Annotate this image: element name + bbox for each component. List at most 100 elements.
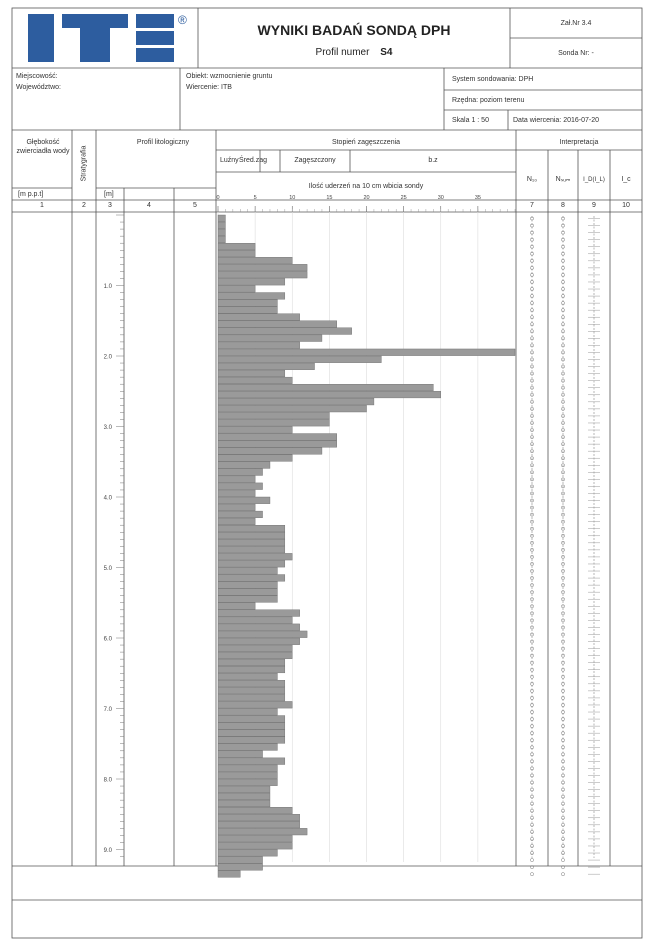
nsum-marker xyxy=(561,421,565,425)
blow-count-bar xyxy=(217,743,278,751)
blow-count-bar xyxy=(217,525,286,533)
col-num-8: 8 xyxy=(561,202,565,209)
blow-count-bar xyxy=(217,701,293,709)
col-num-3: 3 xyxy=(108,202,112,209)
nsum-marker xyxy=(561,519,565,524)
x-tick-label: 0 xyxy=(216,195,219,201)
nsum-marker xyxy=(561,463,565,468)
nsum-marker xyxy=(561,329,565,334)
nsum-marker xyxy=(561,787,565,792)
nsum-marker xyxy=(561,223,565,228)
nsum-marker xyxy=(561,336,565,341)
n10-marker xyxy=(530,590,534,595)
n10-marker xyxy=(530,548,534,552)
n10-marker xyxy=(530,399,534,404)
blow-count-bar xyxy=(217,764,278,772)
nsum-marker xyxy=(561,357,565,362)
n10-header: N₁₀ xyxy=(526,176,538,183)
n10-marker xyxy=(530,449,534,454)
nsum-marker xyxy=(561,724,565,728)
unit-m: [m] xyxy=(104,191,114,198)
blow-count-bar xyxy=(217,264,308,272)
nsum-marker xyxy=(561,801,565,806)
depth-label: 6.0 xyxy=(104,637,113,643)
blow-count-bar xyxy=(217,736,286,744)
blow-count-bar xyxy=(217,242,256,251)
n10-marker xyxy=(530,681,534,686)
n10-marker xyxy=(530,336,534,341)
n10-marker xyxy=(530,357,534,362)
nsum-marker xyxy=(561,294,565,298)
blow-count-bar xyxy=(217,306,278,314)
density-header: Stopień zagęszczenia xyxy=(331,139,401,146)
n10-marker xyxy=(530,639,534,644)
blow-count-bar xyxy=(217,870,241,878)
n10-marker xyxy=(530,491,534,496)
blow-count-bar xyxy=(217,673,278,681)
n10-marker xyxy=(530,611,534,616)
col-num-1: 1 xyxy=(40,202,44,209)
nsum-marker xyxy=(561,837,565,841)
nsum-marker xyxy=(561,244,565,249)
n10-marker xyxy=(530,653,534,658)
nsum-marker xyxy=(561,618,565,623)
itb-logo xyxy=(28,14,174,62)
n10-marker xyxy=(530,498,534,503)
blow-count-bar xyxy=(217,856,263,864)
n10-marker xyxy=(530,484,534,489)
n10-marker xyxy=(530,787,534,792)
n10-marker xyxy=(530,280,534,284)
blow-count-bar xyxy=(217,637,300,645)
blow-count-bar xyxy=(217,560,286,568)
nsum-marker xyxy=(561,653,565,658)
nsum-marker xyxy=(561,540,565,545)
blow-count-bar xyxy=(217,651,293,659)
blows-axis-label: Ilość uderzeń na 10 cm wbicia sondy xyxy=(308,183,424,190)
n10-marker xyxy=(530,301,534,305)
n10-marker xyxy=(530,858,534,862)
blow-count-bar xyxy=(217,849,278,857)
x-tick-label: 10 xyxy=(289,195,295,201)
nsum-marker xyxy=(561,498,565,503)
depth-label: 2.0 xyxy=(104,355,113,361)
nsum-marker xyxy=(561,717,565,721)
report-title: WYNIKI BADAŃ SONDĄ DPH xyxy=(257,22,451,38)
blow-count-bar xyxy=(217,532,286,540)
nsum-marker xyxy=(561,738,565,743)
n10-marker xyxy=(530,442,534,446)
blow-count-bar xyxy=(217,405,367,413)
nsum-marker xyxy=(561,667,565,672)
blow-count-bar xyxy=(217,250,256,258)
interpretation-header: Interpretacja xyxy=(559,139,599,146)
object: Obiekt: wzmocnienie gruntu xyxy=(186,73,273,80)
density-very-dense: b.z xyxy=(428,157,438,164)
blow-count-bar xyxy=(217,778,278,786)
n10-marker xyxy=(530,456,534,461)
blow-count-bar xyxy=(217,292,286,300)
blow-count-bar xyxy=(217,814,300,822)
blow-count-bar xyxy=(217,630,308,638)
n10-marker xyxy=(530,294,534,298)
n10-marker xyxy=(530,865,534,869)
depth-label: 9.0 xyxy=(104,848,113,854)
nsum-marker xyxy=(561,484,565,489)
blow-count-bar xyxy=(217,412,330,420)
n10-marker xyxy=(530,801,534,806)
x-tick-label: 15 xyxy=(326,195,332,201)
blow-count-bar xyxy=(217,729,286,737)
nsum-marker xyxy=(561,858,565,862)
blow-count-bar xyxy=(217,376,293,384)
blow-count-bar xyxy=(217,616,293,624)
nsum-marker xyxy=(561,230,565,235)
nsum-marker xyxy=(561,703,565,707)
blow-count-bar xyxy=(217,828,308,836)
nsum-marker xyxy=(561,251,565,256)
n10-marker xyxy=(530,562,534,566)
n10-marker xyxy=(530,385,534,390)
blow-count-bar xyxy=(217,553,293,561)
blow-count-bar xyxy=(217,271,308,279)
n10-marker xyxy=(530,555,534,559)
density-medium: Śred.zag xyxy=(239,157,268,164)
blow-count-bar xyxy=(217,285,256,293)
blow-count-bar xyxy=(217,785,271,793)
